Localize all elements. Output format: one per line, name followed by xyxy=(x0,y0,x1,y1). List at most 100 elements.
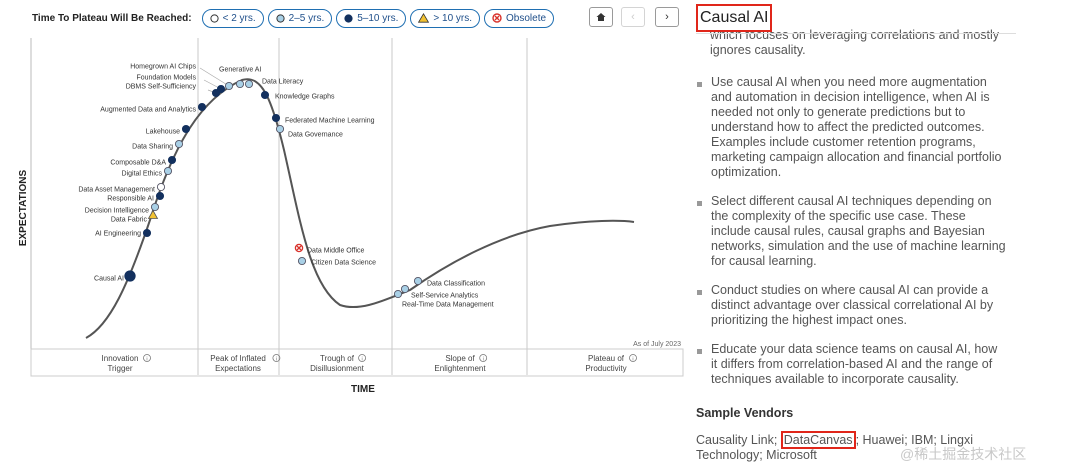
legend-filter-5to10[interactable]: 5–10 yrs. xyxy=(336,8,407,28)
technology-label: Homegrown AI Chips xyxy=(130,64,196,71)
technology-label: Data Asset Management xyxy=(78,187,155,194)
light-blue-circle-icon xyxy=(174,139,184,149)
navy-circle-icon xyxy=(155,191,165,201)
navy-circle-icon xyxy=(271,113,281,123)
vendors-list: Causality Link; DataCanvas; Huawei; IBM;… xyxy=(696,431,973,462)
prev-button[interactable]: ‹ xyxy=(621,7,645,27)
light-blue-circle-icon xyxy=(413,276,423,286)
hype-curve xyxy=(85,78,635,339)
technology-point[interactable]: AI Engineering xyxy=(95,228,152,238)
technology-point[interactable]: Data Classification xyxy=(413,276,485,288)
technology-point[interactable]: Responsible AI xyxy=(107,191,165,203)
technology-label: Citizen Data Science xyxy=(311,260,376,267)
technology-label: Data Middle Office xyxy=(307,248,365,255)
white-circle-icon xyxy=(156,182,166,192)
red-x-mark xyxy=(296,245,302,251)
technology-point[interactable]: Citizen Data Science xyxy=(297,256,376,267)
technology-point[interactable]: Decision Intelligence xyxy=(85,202,160,215)
light-blue-circle-icon xyxy=(400,284,410,294)
technology-point[interactable]: Real-Time Data Management xyxy=(393,289,494,309)
panel-title: Causal AI xyxy=(696,4,773,32)
technology-point[interactable]: Knowledge Graphs xyxy=(260,90,335,101)
phase-label-line1: Slope of xyxy=(445,354,475,363)
light-blue-circle-icon xyxy=(275,124,285,134)
technology-point[interactable]: Digital Ethics xyxy=(122,166,173,178)
light-blue-circle-icon xyxy=(297,256,307,266)
technology-label: Causal AI xyxy=(94,276,124,283)
home-button[interactable] xyxy=(589,7,613,27)
technology-label: DBMS Self-Sufficiency xyxy=(126,84,197,91)
technology-label: Responsible AI xyxy=(107,196,154,203)
as-of-date: As of July 2023 xyxy=(633,341,681,348)
phase-label-line2: Disillusionment xyxy=(310,364,365,373)
legend-filter-obsolete[interactable]: Obsolete xyxy=(484,8,555,28)
highlighted-vendor: DataCanvas xyxy=(780,431,856,449)
technology-label: Data Literacy xyxy=(262,79,304,86)
info-icon[interactable] xyxy=(629,354,637,362)
technology-point[interactable]: Data Middle Office xyxy=(294,243,365,255)
legend-filter-gt10[interactable]: > 10 yrs. xyxy=(410,8,481,28)
yellow-triangle-icon xyxy=(418,13,430,23)
technology-label: Federated Machine Learning xyxy=(285,118,375,125)
navy-circle-icon xyxy=(216,84,226,94)
recommendation-list: Use causal AI when you need more augment… xyxy=(696,75,1006,401)
technology-point[interactable]: Foundation Models xyxy=(136,75,226,94)
phase-label-line1: Plateau of xyxy=(588,354,625,363)
technology-point[interactable]: Generative AI xyxy=(219,67,261,89)
technology-point[interactable]: Data Literacy xyxy=(244,79,304,89)
navy-circle-icon xyxy=(260,90,270,100)
list-item: Select different causal AI techniques de… xyxy=(696,194,1006,269)
phase-label-line2: Trigger xyxy=(107,364,132,373)
phase-label-line1: Innovation xyxy=(102,354,139,363)
next-button[interactable]: › xyxy=(655,7,679,27)
info-icon[interactable] xyxy=(358,354,367,362)
technology-label: Data Governance xyxy=(288,132,343,139)
technology-point[interactable]: Augmented Data and Analytics xyxy=(100,102,207,114)
technology-label: AI Engineering xyxy=(95,231,141,238)
phase-label-line2: Productivity xyxy=(585,364,626,373)
hype-cycle-chart: EXPECTATIONS TIME As of July 2023 Innova… xyxy=(18,38,684,395)
phase-label-line2: Enlightenment xyxy=(434,364,486,373)
info-icon-glyph: i xyxy=(632,357,633,363)
technology-label: Composable D&A xyxy=(110,160,166,167)
info-icon[interactable] xyxy=(143,354,151,362)
light-blue-circle-icon xyxy=(244,79,254,89)
technology-point[interactable]: Lakehouse xyxy=(146,124,191,136)
technology-point[interactable]: Homegrown AI Chips xyxy=(130,64,234,91)
technology-point[interactable]: Composable D&A xyxy=(110,155,177,167)
info-icon-glyph: i xyxy=(361,357,362,363)
technology-label: Data Sharing xyxy=(132,144,173,151)
technology-point[interactable]: DBMS Self-Sufficiency xyxy=(126,84,221,98)
y-axis-label: EXPECTATIONS xyxy=(18,170,29,247)
technology-point[interactable]: Data Asset Management xyxy=(78,182,166,194)
technology-point[interactable]: Data Fabric xyxy=(111,209,159,224)
technology-label: Knowledge Graphs xyxy=(275,94,335,101)
info-icon-glyph: i xyxy=(483,357,484,363)
white-circle-icon xyxy=(209,13,219,23)
light-blue-circle-icon xyxy=(235,79,245,89)
info-icon[interactable] xyxy=(272,354,281,362)
list-item: Conduct studies on where causal AI can p… xyxy=(696,283,1006,328)
legend-filter-2to5[interactable]: 2–5 yrs. xyxy=(267,8,333,28)
navy-circle-icon xyxy=(124,270,136,282)
technology-label: Data Classification xyxy=(427,281,485,288)
technology-point[interactable]: Data Sharing xyxy=(132,139,184,151)
legend-filter-lt2[interactable]: < 2 yrs. xyxy=(201,8,264,28)
panel-cut-text: which focuses on leveraging correlations… xyxy=(710,28,1000,57)
technology-point[interactable]: Causal AI xyxy=(94,270,136,283)
navy-circle-icon xyxy=(167,155,177,165)
navy-circle-icon xyxy=(142,228,152,238)
legend-bar: Time To Plateau Will Be Reached: < 2 yrs… xyxy=(32,8,555,28)
technology-point[interactable]: Federated Machine Learning xyxy=(271,113,375,125)
technology-point[interactable]: Data Governance xyxy=(275,124,343,139)
x-axis-label: TIME xyxy=(351,384,375,395)
technology-label: Lakehouse xyxy=(146,129,180,136)
title-divider xyxy=(696,33,1016,34)
info-icon[interactable] xyxy=(479,354,488,362)
technology-point[interactable]: Self-Service Analytics xyxy=(400,284,479,300)
